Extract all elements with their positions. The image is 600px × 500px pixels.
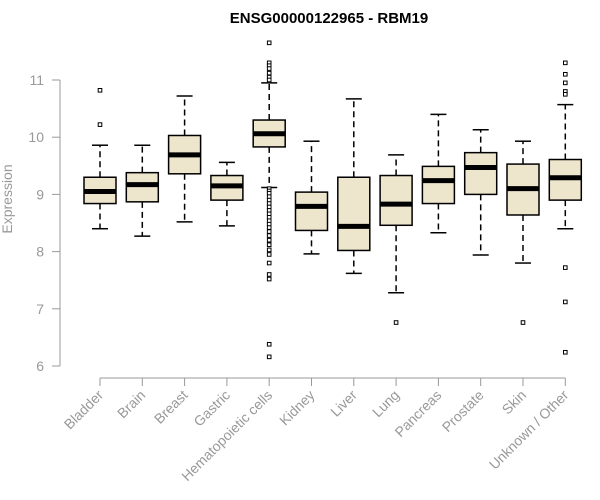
outlier-point <box>563 349 568 355</box>
outlier-point <box>266 70 272 76</box>
outlier-point <box>563 299 568 305</box>
x-tick-label: Brain <box>114 387 148 421</box>
outlier-point <box>563 71 568 77</box>
x-tick-label: Liver <box>327 387 360 420</box>
box-iqr <box>379 174 413 227</box>
outlier-point <box>266 237 272 243</box>
y-tick-label: 9 <box>36 186 44 202</box>
y-tick-label: 7 <box>36 301 44 317</box>
outlier-point <box>266 341 272 347</box>
y-tick-label: 10 <box>28 129 44 145</box>
outlier-point <box>266 229 272 234</box>
x-tick-label: Lung <box>369 387 402 420</box>
outlier-point <box>266 242 272 248</box>
x-tick-label: Kidney <box>276 387 318 429</box>
box-pancreas <box>421 113 456 234</box>
box-gastric <box>210 161 244 227</box>
outlier-point <box>266 260 272 266</box>
outlier-point <box>393 320 399 325</box>
outlier-point <box>563 80 568 86</box>
outlier-point <box>266 40 272 46</box>
x-tick-label: Prostate <box>439 387 487 435</box>
outlier-point <box>266 225 272 230</box>
outlier-point <box>97 87 103 93</box>
box-bladder <box>83 87 117 230</box>
box-unknown-other <box>548 60 583 355</box>
outlier-point <box>266 252 272 257</box>
x-tick-label: Unknown / Other <box>486 387 572 473</box>
box-iqr <box>337 176 371 252</box>
box-iqr <box>421 165 456 205</box>
outlier-point <box>266 276 272 282</box>
y-axis: 6 7 8 9 10 11 <box>28 72 61 374</box>
y-axis-label: Expression <box>0 164 15 233</box>
box-kidney <box>294 140 329 255</box>
outlier-point <box>563 92 568 97</box>
box-brain <box>125 144 160 237</box>
boxes-layer <box>83 40 583 360</box>
box-lung <box>379 154 413 325</box>
x-tick-label: Bladder <box>61 387 107 433</box>
outlier-point <box>266 272 272 277</box>
box-skin <box>506 140 540 325</box>
outlier-point <box>266 233 272 238</box>
chart-title: ENSG00000122965 - RBM19 <box>230 10 428 27</box>
y-tick-label: 6 <box>36 358 44 374</box>
outlier-point <box>266 247 272 253</box>
box-breast <box>167 95 202 223</box>
box-iqr <box>125 171 160 203</box>
y-tick-label: 11 <box>29 72 44 88</box>
outlier-point <box>563 265 568 270</box>
x-tick-label: Pancreas <box>391 387 444 440</box>
box-prostate <box>463 129 498 256</box>
box-hematopoietic-cells <box>252 40 286 360</box>
x-tick-label: Breast <box>151 387 191 427</box>
outlier-point <box>563 60 568 66</box>
box-liver <box>337 98 371 275</box>
outlier-point <box>520 320 526 325</box>
outlier-point <box>266 354 272 360</box>
box-iqr <box>463 151 498 196</box>
x-tick-label: Skin <box>499 387 530 418</box>
y-tick-label: 8 <box>36 244 44 260</box>
outlier-point <box>266 66 272 71</box>
outlier-point <box>266 77 272 83</box>
box-iqr <box>294 191 329 232</box>
outlier-point <box>97 122 103 127</box>
